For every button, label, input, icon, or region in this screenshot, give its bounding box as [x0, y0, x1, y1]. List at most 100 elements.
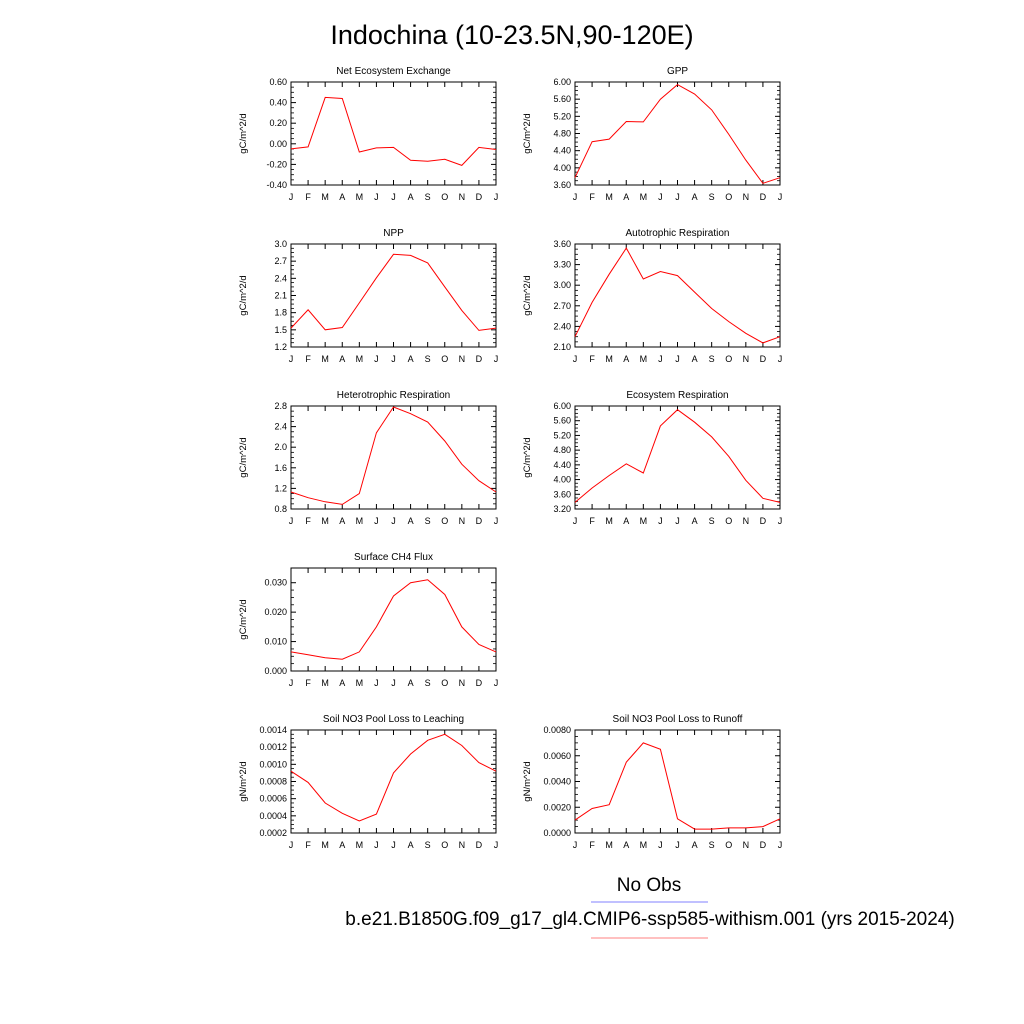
y-tick-label: 3.60: [553, 239, 571, 249]
y-tick-label: 1.6: [274, 463, 287, 473]
x-tick-label: F: [305, 192, 311, 202]
y-tick-label: 0.0014: [259, 725, 287, 735]
x-tick-label: J: [391, 840, 396, 850]
x-tick-label: S: [709, 192, 715, 202]
y-tick-label: 5.60: [553, 94, 571, 104]
x-tick-label: A: [339, 678, 345, 688]
x-tick-label: A: [692, 840, 698, 850]
x-tick-label: M: [356, 678, 364, 688]
x-tick-label: D: [476, 678, 483, 688]
y-tick-label: 4.00: [553, 163, 571, 173]
x-tick-label: D: [476, 354, 483, 364]
x-tick-label: M: [640, 516, 648, 526]
x-tick-label: M: [321, 840, 329, 850]
x-tick-label: J: [778, 192, 783, 202]
x-tick-label: S: [709, 354, 715, 364]
x-tick-label: F: [305, 840, 311, 850]
y-tick-label: 0.030: [264, 578, 287, 588]
legend-label-obs: No Obs: [617, 875, 681, 896]
y-tick-label: 2.7: [274, 256, 287, 266]
plot-frame: [290, 567, 497, 672]
x-tick-label: O: [725, 354, 732, 364]
y-tick-label: 2.4: [274, 273, 287, 283]
x-tick-label: F: [305, 516, 311, 526]
y-axis-label: gC/m^2/d: [238, 437, 249, 477]
series-line: [290, 96, 497, 166]
series-line: [574, 247, 781, 344]
x-tick-label: O: [441, 354, 448, 364]
x-tick-label: D: [476, 516, 483, 526]
x-tick-label: D: [760, 840, 767, 850]
x-tick-label: J: [289, 516, 294, 526]
x-tick-label: J: [494, 516, 499, 526]
x-tick-label: J: [289, 192, 294, 202]
x-tick-label: N: [743, 354, 750, 364]
y-tick-label: 4.80: [553, 445, 571, 455]
x-tick-label: J: [573, 840, 578, 850]
y-tick-label: 1.5: [274, 325, 287, 335]
x-tick-label: M: [356, 840, 364, 850]
x-tick-label: J: [391, 192, 396, 202]
x-tick-label: F: [305, 678, 311, 688]
y-tick-label: 2.40: [553, 321, 571, 331]
x-tick-label: J: [391, 354, 396, 364]
x-tick-label: M: [356, 516, 364, 526]
x-tick-label: A: [623, 354, 629, 364]
x-tick-label: A: [692, 516, 698, 526]
y-tick-label: 0.8: [274, 504, 287, 514]
plot-frame: [290, 243, 497, 348]
y-tick-label: 2.4: [274, 422, 287, 432]
x-tick-label: D: [476, 192, 483, 202]
x-tick-label: S: [425, 354, 431, 364]
x-tick-label: O: [725, 516, 732, 526]
x-tick-label: S: [425, 840, 431, 850]
x-tick-label: M: [640, 192, 648, 202]
x-tick-label: J: [289, 840, 294, 850]
x-tick-label: M: [321, 192, 329, 202]
y-tick-label: 4.80: [553, 129, 571, 139]
x-tick-label: N: [459, 678, 466, 688]
plot-frame: [574, 243, 781, 348]
y-tick-label: 0.010: [264, 637, 287, 647]
y-axis-label: gC/m^2/d: [238, 275, 249, 315]
y-tick-label: 1.2: [274, 342, 287, 352]
y-tick-label: 2.8: [274, 401, 287, 411]
y-tick-label: 0.0020: [543, 802, 571, 812]
y-tick-label: 1.8: [274, 308, 287, 318]
x-tick-label: J: [658, 192, 663, 202]
x-tick-label: A: [692, 354, 698, 364]
x-tick-label: A: [408, 516, 414, 526]
x-tick-label: J: [658, 354, 663, 364]
y-tick-label: 0.0010: [259, 759, 287, 769]
panel-title: NPP: [383, 228, 404, 239]
y-tick-label: 3.60: [553, 180, 571, 190]
y-tick-label: 0.00: [269, 139, 287, 149]
x-tick-label: D: [476, 840, 483, 850]
x-tick-label: J: [658, 516, 663, 526]
y-tick-label: 4.00: [553, 475, 571, 485]
series-line: [574, 409, 781, 503]
y-tick-label: 0.0002: [259, 828, 287, 838]
x-tick-label: A: [408, 840, 414, 850]
x-tick-label: N: [743, 192, 750, 202]
x-tick-label: M: [605, 192, 613, 202]
series-line: [290, 579, 497, 660]
x-tick-label: M: [605, 840, 613, 850]
x-tick-label: J: [494, 354, 499, 364]
x-tick-label: J: [778, 516, 783, 526]
y-tick-label: 0.20: [269, 118, 287, 128]
y-tick-label: 2.1: [274, 291, 287, 301]
x-tick-label: J: [494, 192, 499, 202]
x-tick-label: A: [408, 192, 414, 202]
x-tick-label: A: [339, 840, 345, 850]
x-tick-label: A: [408, 678, 414, 688]
x-tick-label: S: [709, 516, 715, 526]
x-tick-label: M: [640, 840, 648, 850]
x-tick-label: N: [743, 840, 750, 850]
x-tick-label: M: [356, 354, 364, 364]
x-tick-label: S: [709, 840, 715, 850]
